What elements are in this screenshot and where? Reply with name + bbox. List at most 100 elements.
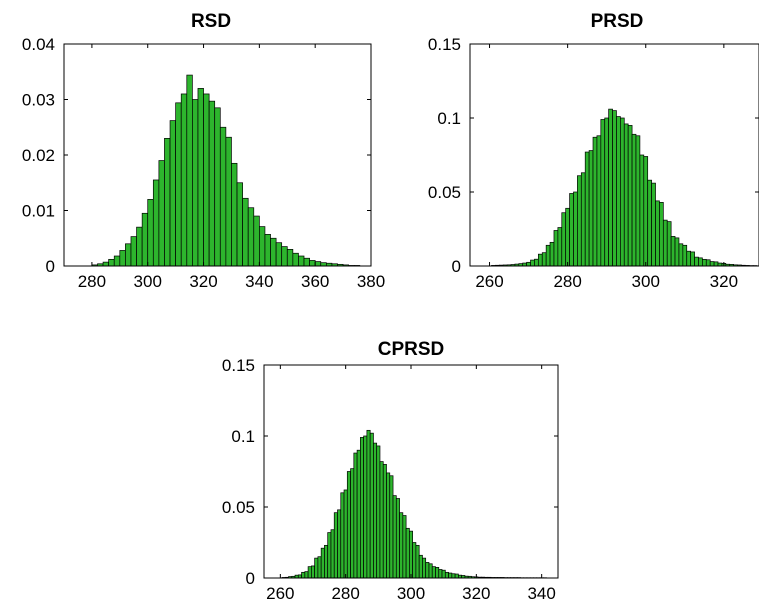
- prsd-bar: [643, 156, 649, 267]
- prsd-bar: [569, 193, 574, 267]
- cprsd-y-tick-label: 0: [246, 569, 255, 588]
- cprsd-bar: [402, 515, 407, 579]
- prsd-bar: [545, 244, 551, 267]
- rsd-bar: [147, 199, 154, 267]
- prsd-bar: [670, 236, 676, 267]
- cprsd-bar: [379, 461, 384, 579]
- prsd-bar: [584, 151, 590, 267]
- prsd-bar: [655, 200, 660, 267]
- rsd-x-tick-label: 300: [134, 272, 162, 291]
- cprsd-bar: [373, 442, 378, 579]
- rsd-bar: [275, 242, 283, 267]
- cprsd-bar: [346, 471, 351, 579]
- cprsd-bar: [431, 566, 436, 579]
- prsd-bar: [678, 243, 684, 267]
- cprsd-bar: [389, 475, 394, 579]
- rsd-bar: [219, 126, 227, 267]
- rsd-bar: [108, 258, 115, 267]
- cprsd-bar: [327, 532, 332, 579]
- cprsd-bar: [422, 557, 427, 579]
- prsd-title: PRSD: [591, 11, 644, 32]
- prsd-bar: [620, 117, 625, 267]
- cprsd-bar: [324, 544, 329, 579]
- rsd-bar: [130, 236, 137, 267]
- cprsd-bar: [415, 544, 420, 579]
- prsd-bar: [608, 108, 613, 267]
- rsd-bar: [292, 252, 299, 267]
- prsd-bar: [647, 179, 652, 267]
- prsd-bar: [592, 136, 598, 267]
- cprsd-bar: [392, 495, 397, 579]
- rsd-x-tick-label: 340: [245, 272, 273, 291]
- prsd-bar: [639, 154, 645, 267]
- cprsd-panel: CPRSD 260 280 300 320 340 0 0.05 0.1 0.15: [222, 339, 559, 603]
- cprsd-bar: [330, 529, 335, 579]
- rsd-bar: [158, 160, 165, 267]
- prsd-bar: [674, 237, 680, 267]
- rsd-bar: [180, 93, 188, 267]
- cprsd-bar: [405, 527, 410, 579]
- prsd-bar: [662, 219, 668, 267]
- cprsd-bar: [353, 452, 358, 579]
- rsd-bar: [141, 212, 149, 267]
- rsd-panel: RSD 280 300 320 340 360 380 0 0.01 0.02 0.03 0.04: [22, 11, 385, 291]
- rsd-bar: [164, 138, 171, 267]
- cprsd-bar: [425, 562, 430, 579]
- rsd-y-tick-label: 0: [46, 257, 55, 276]
- cprsd-bar: [363, 435, 368, 579]
- prsd-bar: [561, 212, 567, 267]
- rsd-bar: [119, 250, 126, 267]
- rsd-x-tick-label: 360: [301, 272, 329, 291]
- cprsd-bar: [350, 468, 355, 579]
- rsd-bar: [175, 102, 182, 267]
- cprsd-bar: [382, 464, 387, 579]
- prsd-bar: [709, 261, 715, 267]
- rsd-bar: [281, 246, 288, 267]
- prsd-bar: [623, 123, 629, 267]
- cprsd-bar: [395, 498, 400, 579]
- prsd-y-tick-label: 0.1: [437, 109, 461, 128]
- rsd-x-tick-label: 320: [189, 272, 217, 291]
- prsd-bar: [573, 191, 578, 267]
- prsd-bar: [616, 116, 621, 267]
- prsd-bar: [604, 117, 609, 267]
- prsd-bar: [600, 119, 606, 267]
- cprsd-bar: [317, 556, 322, 579]
- prsd-bar: [686, 250, 692, 267]
- cprsd-bar: [360, 437, 364, 579]
- cprsd-bar: [307, 566, 312, 579]
- cprsd-bar: [412, 542, 417, 579]
- cprsd-bar: [435, 566, 440, 579]
- prsd-bar: [549, 241, 555, 267]
- cprsd-bar: [399, 512, 404, 579]
- cprsd-bar: [311, 565, 315, 579]
- cprsd-x-tick-label: 340: [527, 584, 555, 603]
- cprsd-bar: [454, 573, 459, 579]
- rsd-bar: [242, 197, 249, 267]
- cprsd-bar: [333, 512, 338, 579]
- rsd-bar: [231, 162, 238, 267]
- rsd-bar: [136, 226, 143, 267]
- cprsd-bar: [369, 432, 374, 579]
- cprsd-bar: [340, 492, 345, 579]
- prsd-bar: [690, 251, 695, 267]
- cprsd-x-tick-label: 280: [331, 584, 359, 603]
- cprsd-y-tick-label: 0.15: [222, 356, 255, 375]
- cprsd-x-tick-label: 320: [462, 584, 490, 603]
- prsd-bar: [526, 261, 531, 267]
- rsd-bar: [192, 99, 199, 267]
- cprsd-bar: [448, 572, 453, 579]
- rsd-bar: [286, 249, 294, 267]
- prsd-y-tick-label: 0.05: [428, 183, 461, 202]
- rsd-bar: [259, 226, 266, 267]
- rsd-bar: [214, 107, 221, 267]
- cprsd-bar: [438, 569, 443, 579]
- cprsd-x-tick-label: 300: [397, 584, 425, 603]
- rsd-x-tick-label: 280: [78, 272, 106, 291]
- prsd-bar: [627, 125, 633, 267]
- rsd-y-tick-label: 0.04: [22, 35, 55, 54]
- prsd-bar: [541, 252, 547, 267]
- rsd-bar: [152, 179, 160, 267]
- prsd-panel: PRSD 260 280 300 320 0 0.05 0.1 0.15: [428, 11, 759, 291]
